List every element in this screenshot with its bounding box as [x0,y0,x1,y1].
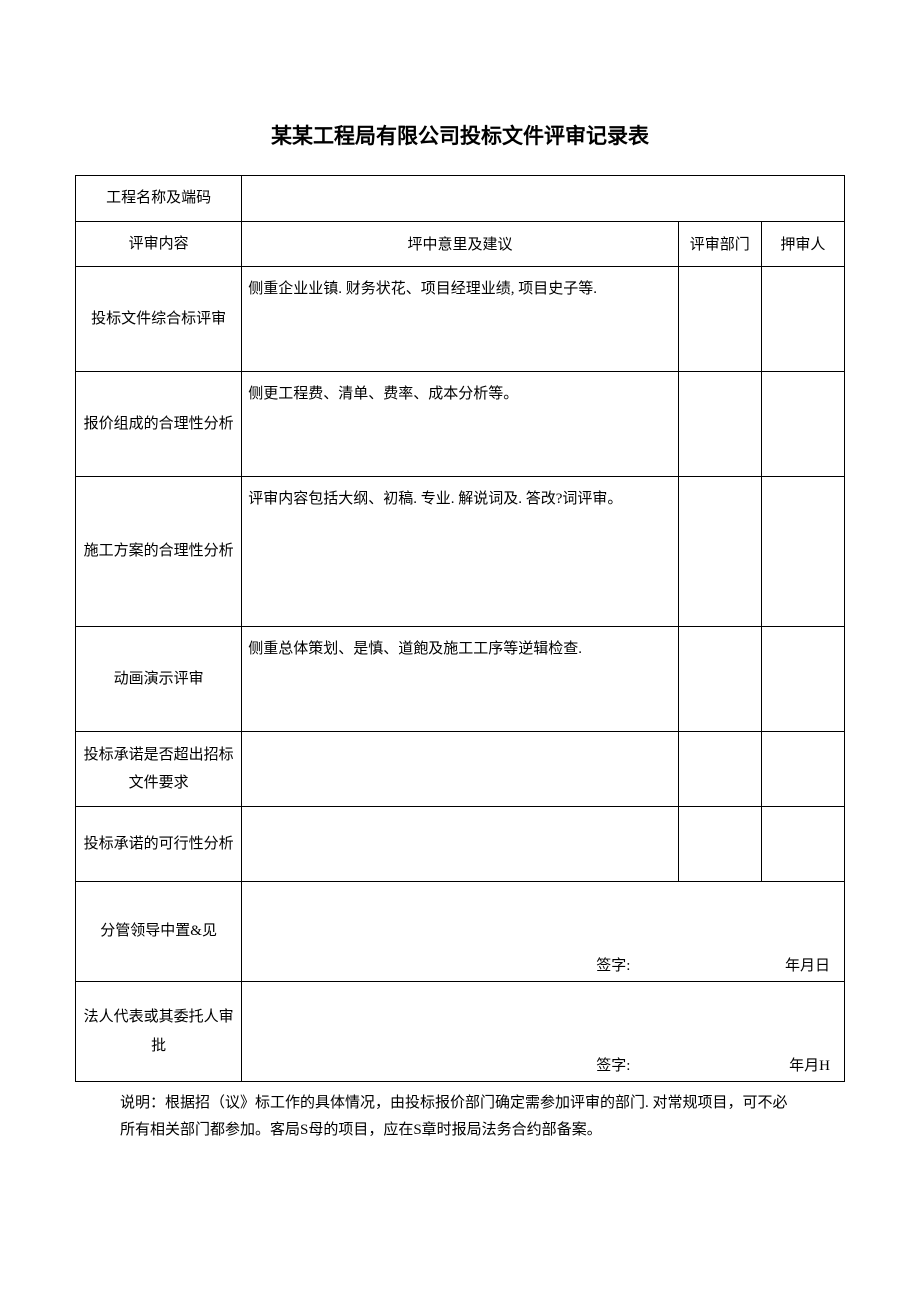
row8-sign-label: 签字: [596,1054,630,1075]
row8-sign-area: 签字: 年月H [242,982,845,1082]
row7-date-label: 年月日 [785,954,830,975]
row5-label: 投标承诺是否超出招标文件要求 [76,732,242,807]
row2-reviewer [761,372,844,477]
row7-label: 分管领导中置&见 [76,882,242,982]
column-header-row: 评审内容 坪中意里及建议 评审部门 押审人 [76,221,845,267]
table-row: 投标承诺的可行性分析 [76,807,845,882]
header-opinion: 坪中意里及建议 [242,221,678,267]
row6-reviewer [761,807,844,882]
table-row: 法人代表或其委托人审批 签字: 年月H [76,982,845,1082]
row1-content: 侧重企业业镇. 财务状花、项目经理业绩, 项目史子等. [242,267,678,372]
header-reviewer: 押审人 [761,221,844,267]
row1-reviewer [761,267,844,372]
row4-dept [678,627,761,732]
row3-dept [678,477,761,627]
row1-dept [678,267,761,372]
table-row: 分管领导中置&见 签字: 年月日 [76,882,845,982]
row7-sign-area: 签字: 年月日 [242,882,845,982]
review-table: 工程名称及端码 评审内容 坪中意里及建议 评审部门 押审人 投标文件综合标评审 … [75,175,845,1082]
row5-dept [678,732,761,807]
row3-label: 施工方案的合理性分析 [76,477,242,627]
document-title: 某某工程局有限公司投标文件评审记录表 [75,120,845,150]
row7-sign-label: 签字: [596,954,630,975]
row2-label: 报价组成的合理性分析 [76,372,242,477]
row3-content: 评审内容包括大纲、初稿. 专业. 解说词及. 答改?词评审。 [242,477,678,627]
table-row: 投标承诺是否超出招标文件要求 [76,732,845,807]
project-name-label: 工程名称及端码 [76,176,242,222]
row2-dept [678,372,761,477]
row4-content: 侧重总体策划、是慎、道飽及施工工序等逆辑检查. [242,627,678,732]
row6-dept [678,807,761,882]
row3-reviewer [761,477,844,627]
row4-reviewer [761,627,844,732]
table-row: 报价组成的合理性分析 侧更工程费、清单、费率、成本分析等。 [76,372,845,477]
row5-content [242,732,678,807]
table-row: 施工方案的合理性分析 评审内容包括大纲、初稿. 专业. 解说词及. 答改?词评审… [76,477,845,627]
header-review-content: 评审内容 [76,221,242,267]
row6-content [242,807,678,882]
row5-reviewer [761,732,844,807]
project-name-row: 工程名称及端码 [76,176,845,222]
project-name-value [242,176,845,222]
row2-content: 侧更工程费、清单、费率、成本分析等。 [242,372,678,477]
row8-date-label: 年月H [789,1054,830,1075]
table-row: 动画演示评审 侧重总体策划、是慎、道飽及施工工序等逆辑检查. [76,627,845,732]
header-review-dept: 评审部门 [678,221,761,267]
row8-label: 法人代表或其委托人审批 [76,982,242,1082]
row6-label: 投标承诺的可行性分析 [76,807,242,882]
footnote: 说明：根据招（议》标工作的具体情况，由投标报价部门确定需参加评审的部门. 对常规… [75,1090,845,1144]
table-row: 投标文件综合标评审 侧重企业业镇. 财务状花、项目经理业绩, 项目史子等. [76,267,845,372]
row1-label: 投标文件综合标评审 [76,267,242,372]
row4-label: 动画演示评审 [76,627,242,732]
